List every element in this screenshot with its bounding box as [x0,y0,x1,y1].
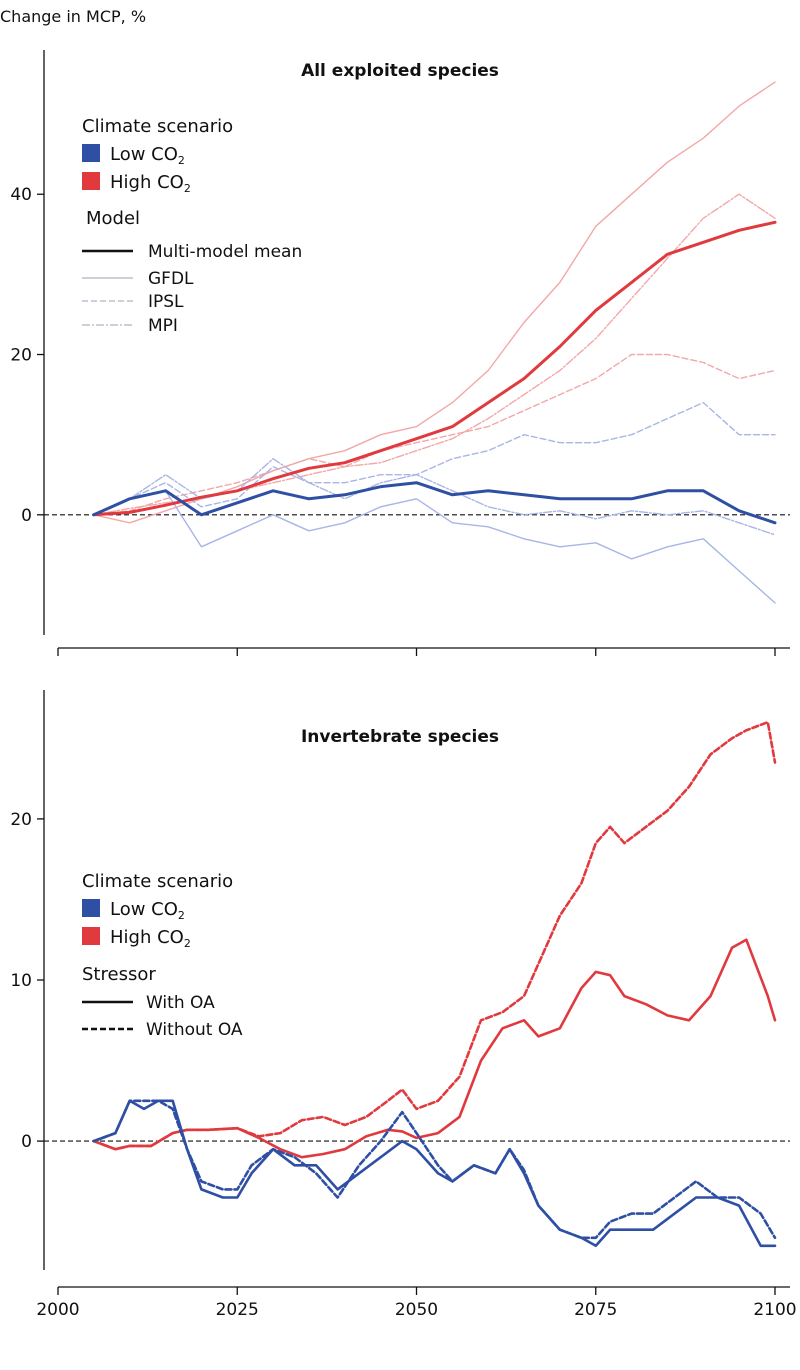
legend-low-label: Low CO2 [110,144,185,167]
series-line-low-co2-gfdl [93,490,776,604]
legend: Climate scenario Low CO2 High CO2 Model … [82,116,302,336]
series-line-low-co2-without-oa [92,1099,777,1240]
series-line-low-co2-with-oa [92,1099,777,1248]
legend-model-title: Model [86,208,140,229]
y-tick-label: 40 [10,185,32,205]
legend-high-label: High CO2 [110,172,191,195]
series-lines [92,81,777,604]
axes: 0 10 20 2000 2025 2050 2075 2100 [10,690,797,1320]
legend-low-swatch [82,899,100,917]
y-tick-label: 0 [21,1132,32,1152]
legend-with-oa-label: With OA [146,993,215,1013]
legend-mpi-label: MPI [148,316,178,336]
legend-scenario-title: Climate scenario [82,116,233,137]
panel-title: All exploited species [301,61,499,81]
y-axis-label: Change in MCP, % [0,7,146,26]
y-tick-label: 20 [10,810,32,830]
legend-high-swatch [82,172,100,190]
legend-ipsl-label: IPSL [148,292,184,312]
x-tick-label: 2000 [36,1300,79,1320]
panel-invertebrate-species: Invertebrate species 0 10 20 2000 2025 2050 20… [10,690,797,1320]
series-line-high-co2-multi-model-mean [92,220,777,517]
series-line-high-co2-gfdl [93,81,776,524]
series-line-low-co2-mpi [93,458,776,536]
legend-low-label: Low CO2 [110,899,185,922]
legend-scenario-title: Climate scenario [82,871,233,892]
x-tick-label: 2100 [753,1300,796,1320]
series-line-high-co2-with-oa [92,938,777,1159]
legend-high-label: High CO2 [110,927,191,950]
x-tick-label: 2025 [216,1300,259,1320]
series-lines [92,720,777,1248]
legend-stressor-title: Stressor [82,964,156,985]
y-tick-label: 10 [10,971,32,991]
series-line-low-co2-multi-model-mean [92,481,777,525]
x-tick-label: 2050 [395,1300,438,1320]
axes: 0 20 40 [10,50,790,656]
panel-all-exploited-species: All exploited species 0 20 40 Climate scen… [10,50,790,656]
x-tick-label: 2075 [574,1300,617,1320]
legend-low-swatch [82,144,100,162]
series-line-high-co2-without-oa [92,720,777,1151]
legend: Climate scenario Low CO2 High CO2 Stress… [82,871,243,1040]
legend-mean-label: Multi-model mean [148,242,302,262]
legend-without-oa-label: Without OA [146,1020,243,1040]
y-tick-label: 20 [10,346,32,366]
series-line-low-co2-ipsl [93,401,776,516]
y-tick-label: 0 [21,506,32,526]
series-line-high-co2-ipsl [93,353,776,516]
legend-gfdl-label: GFDL [148,269,194,289]
panel-title: Invertebrate species [301,727,499,747]
legend-high-swatch [82,927,100,945]
